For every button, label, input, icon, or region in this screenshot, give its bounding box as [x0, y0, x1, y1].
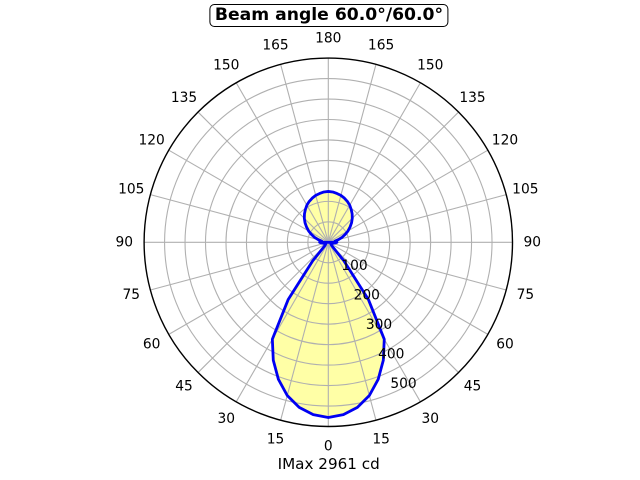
theta-tick-label: 75 — [517, 287, 535, 303]
imax-label: IMax 2961 cd — [277, 455, 380, 473]
theta-tick-label: 30 — [422, 411, 440, 427]
grid-spoke — [327, 111, 459, 243]
theta-tick-label: 30 — [218, 411, 236, 427]
theta-tick-label: 120 — [138, 132, 164, 148]
grid-spoke — [168, 149, 329, 243]
grid-spoke — [150, 194, 329, 243]
r-tick-label: 400 — [378, 346, 404, 362]
theta-tick-label: 165 — [262, 37, 288, 53]
theta-tick-label: 90 — [524, 234, 542, 250]
grid-spoke — [327, 241, 459, 373]
theta-tick-label: 120 — [492, 132, 518, 148]
theta-tick-label: 60 — [143, 336, 161, 352]
grid-spoke — [197, 111, 329, 243]
theta-tick-label: 0 — [324, 438, 333, 454]
grid-spoke — [150, 241, 329, 291]
grid-spoke — [280, 64, 329, 243]
theta-tick-label: 90 — [116, 234, 134, 250]
grid-spoke — [328, 241, 489, 335]
theta-tick-label: 45 — [464, 379, 482, 395]
grid-spoke — [327, 82, 421, 243]
grid-spoke — [197, 241, 329, 373]
theta-tick-label: 150 — [213, 58, 239, 74]
theta-tick-label: 15 — [267, 431, 285, 447]
chart-title: Beam angle 60.0°/60.0° — [209, 3, 449, 27]
r-tick-label: 500 — [390, 376, 416, 392]
theta-tick-label: 105 — [512, 182, 538, 198]
grid-spoke — [328, 194, 507, 243]
grid-spoke — [168, 241, 329, 335]
grid-spoke — [327, 242, 377, 421]
theta-tick-label: 15 — [372, 431, 390, 447]
r-tick-label: 200 — [354, 287, 380, 303]
theta-tick-label: 45 — [175, 379, 193, 395]
theta-tick-label: 150 — [417, 58, 443, 74]
grid-spoke — [235, 82, 329, 243]
grid-spoke — [280, 242, 329, 421]
intensity-curve — [270, 190, 386, 419]
r-tick-label: 300 — [366, 317, 392, 333]
theta-tick-label: 180 — [315, 30, 341, 46]
theta-tick-label: 135 — [459, 90, 485, 106]
grid-spoke — [328, 149, 489, 243]
theta-tick-label: 75 — [122, 287, 140, 303]
theta-tick-label: 105 — [118, 182, 144, 198]
theta-tick-label: 165 — [368, 37, 394, 53]
grid-spoke — [235, 242, 329, 403]
r-tick-label: 100 — [341, 258, 367, 274]
grid-spoke — [327, 242, 421, 403]
polar-axis-outline — [143, 57, 514, 428]
grid-spoke — [327, 64, 377, 243]
theta-tick-label: 135 — [171, 90, 197, 106]
theta-tick-label: 60 — [496, 336, 514, 352]
grid-spoke — [328, 241, 507, 291]
